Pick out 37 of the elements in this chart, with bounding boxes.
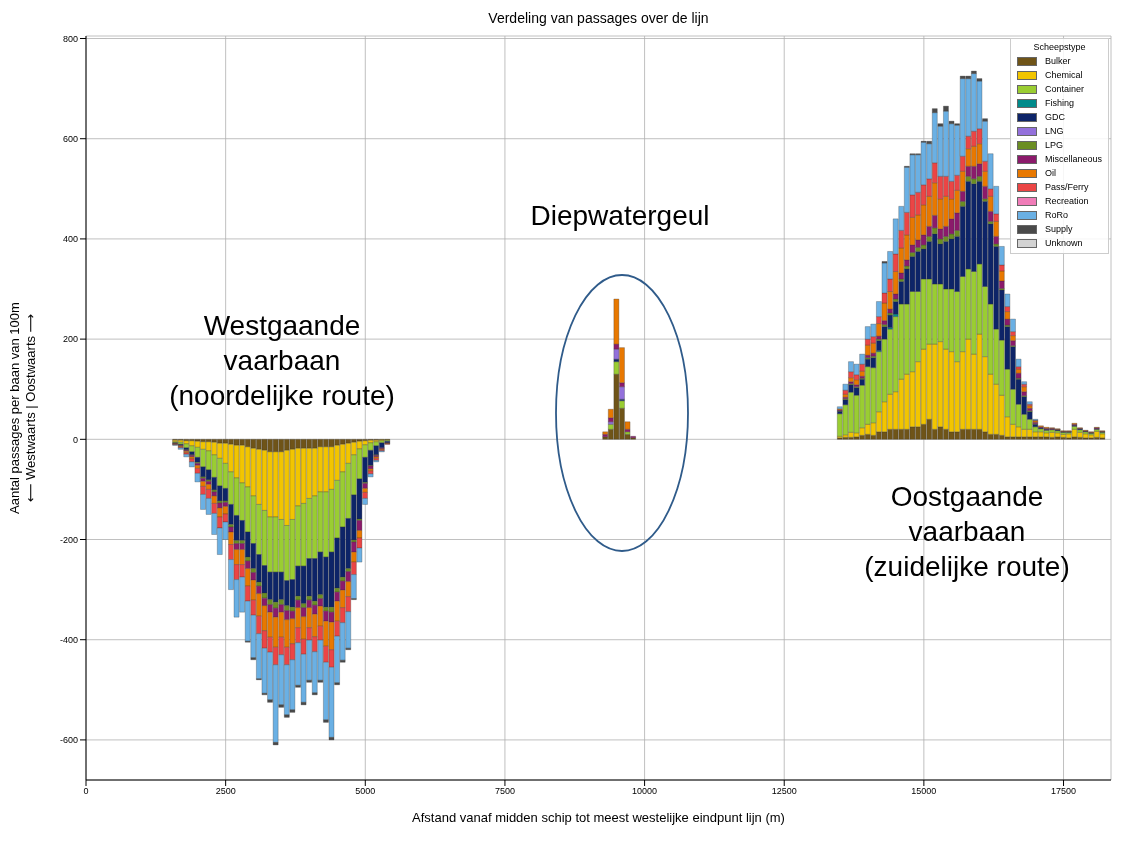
y-tick-label: 600 [62,133,78,144]
legend-label: GDC [1044,112,1065,122]
legend-label: LNG [1044,126,1064,136]
chart-title: Verdeling van passages over de lijn [487,10,710,26]
legend-label: Miscellaneous [1044,154,1102,164]
y-tick-label: 0 [72,434,78,445]
y-axis-title: Aantal passages per baan van 100m ⟵ Westwaarts | Oostwaarts ⟶ [6,302,38,514]
legend-label: RoRo [1044,210,1068,220]
x-tick-label: 0 [83,786,89,797]
y-tick-label: -400 [59,634,78,645]
x-tick-label: 15000 [911,786,937,797]
legend-label: Unknown [1044,238,1083,248]
annotation: Westgaande vaarbaan (noordelijke route) [169,308,395,413]
legend-label: Recreation [1044,196,1089,206]
x-tick-label: 17500 [1051,786,1077,797]
annotation: Diepwatergeul [530,198,710,233]
legend-label: Bulker [1044,56,1071,66]
legend-title: Scheepstype [1032,42,1087,52]
legend-label: Chemical [1044,70,1083,80]
y-tick-label: 400 [62,234,78,245]
x-axis-title: Afstand vanaf midden schip tot meest westelijke eindpunt lijn (m) [412,810,785,825]
y-tick-label: -200 [59,534,78,545]
legend-label: Supply [1044,224,1073,234]
y-tick-label: 800 [62,33,78,44]
x-tick-label: 10000 [632,786,658,797]
x-tick-label: 2500 [215,786,236,797]
x-tick-label: 7500 [494,786,515,797]
y-tick-label: 200 [62,334,78,345]
annotation: Oostgaande vaarbaan (zuidelijke route) [864,479,1070,584]
x-tick-label: 12500 [771,786,797,797]
legend-label: Fishing [1044,98,1074,108]
x-tick-label: 5000 [355,786,376,797]
legend-label: Oil [1044,168,1056,178]
legend-label: LPG [1044,140,1063,150]
y-tick-label: -600 [59,735,78,746]
legend-label: Container [1044,84,1084,94]
legend-label: Pass/Ferry [1044,182,1089,192]
